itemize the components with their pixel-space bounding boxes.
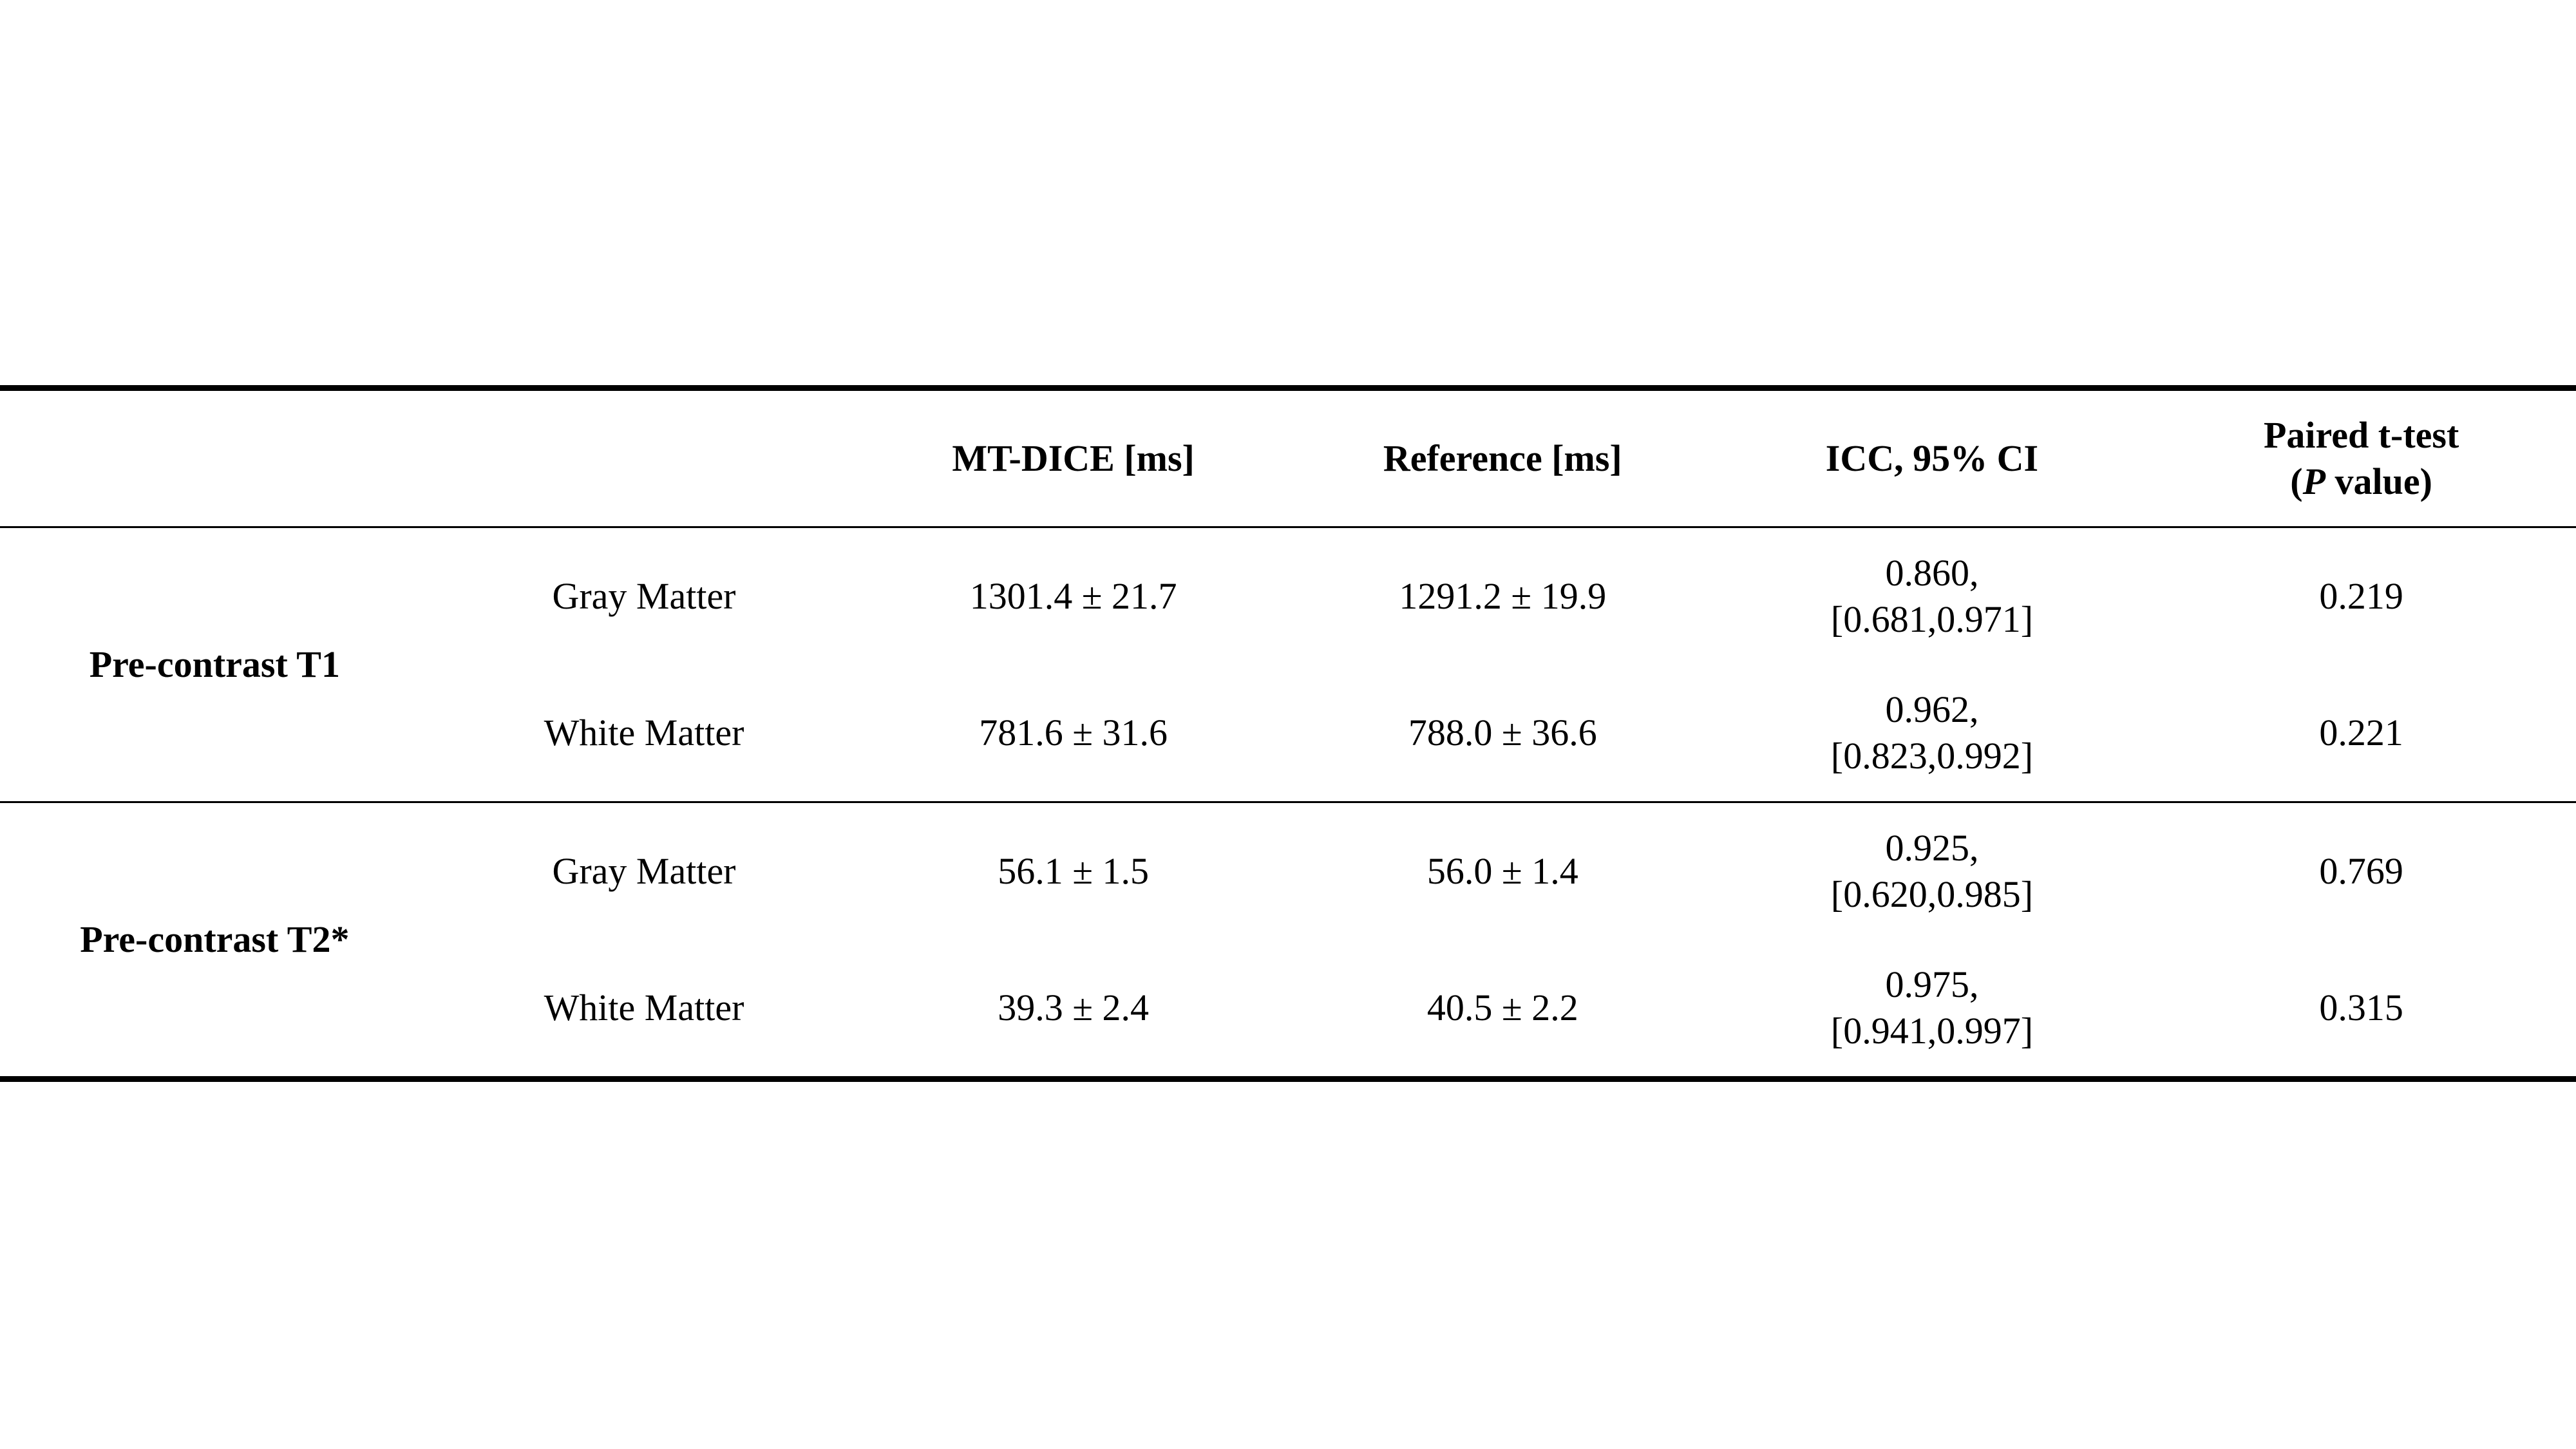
header-mt-dice: MT-DICE [ms] (952, 437, 1195, 479)
header-paired-open: ( (2290, 460, 2303, 502)
header-paired-p-italic: P (2302, 460, 2326, 502)
icc-cell: 0.962, [0.823,0.992] (1718, 665, 2147, 802)
tissue-cell: White Matter (544, 711, 744, 753)
group-label-t2star: Pre-contrast T2* (80, 918, 350, 960)
header-paired-line2: (P value) (2153, 459, 2570, 506)
tissue-cell: Gray Matter (552, 849, 736, 892)
table-row: Pre-contrast T1 Gray Matter 1301.4 ± 21.… (0, 527, 2576, 685)
icc-cell: 0.925, [0.620,0.985] (1718, 802, 2147, 940)
header-paired-rest: value) (2325, 460, 2432, 502)
header-empty-tissue (430, 388, 859, 527)
reference-cell: 40.5 ± 2.2 (1426, 986, 1578, 1028)
p-value-cell: 0.769 (2319, 849, 2403, 892)
header-reference: Reference [ms] (1383, 437, 1622, 479)
icc-value: 0.962, (1885, 688, 1979, 730)
group-label-t1: Pre-contrast T1 (89, 643, 340, 685)
table-row: Pre-contrast T2* Gray Matter 56.1 ± 1.5 … (0, 802, 2576, 960)
group-precontrast-t2star: Pre-contrast T2* Gray Matter 56.1 ± 1.5 … (0, 802, 2576, 1079)
header-paired-line1: Paired t-test (2263, 413, 2459, 456)
icc-value: 0.975, (1885, 963, 1979, 1005)
tissue-cell: White Matter (544, 986, 744, 1028)
icc-value: 0.925, (1885, 826, 1979, 869)
icc-ci: [0.620,0.985] (1830, 873, 2034, 915)
table-row: White Matter 39.3 ± 2.4 40.5 ± 2.2 0.975… (0, 940, 2576, 1079)
mt-dice-cell: 39.3 ± 2.4 (998, 986, 1150, 1028)
header-empty-group (0, 388, 430, 527)
table-row: White Matter 781.6 ± 31.6 788.0 ± 36.6 0… (0, 665, 2576, 802)
results-table: MT-DICE [ms] Reference [ms] ICC, 95% CI … (0, 385, 2576, 1082)
p-value-cell: 0.219 (2319, 574, 2403, 617)
header-icc: ICC, 95% CI (1825, 437, 2039, 479)
header-row: MT-DICE [ms] Reference [ms] ICC, 95% CI … (0, 388, 2576, 527)
mt-dice-cell: 56.1 ± 1.5 (998, 849, 1150, 892)
p-value-cell: 0.315 (2319, 986, 2403, 1028)
icc-cell: 0.975, [0.941,0.997] (1718, 940, 2147, 1079)
mt-dice-cell: 781.6 ± 31.6 (979, 711, 1168, 753)
p-value-cell: 0.221 (2319, 711, 2403, 753)
reference-cell: 788.0 ± 36.6 (1408, 711, 1597, 753)
icc-ci: [0.941,0.997] (1830, 1010, 2034, 1052)
icc-ci: [0.823,0.992] (1830, 735, 2034, 777)
icc-ci: [0.681,0.971] (1830, 598, 2034, 640)
icc-cell: 0.860, [0.681,0.971] (1718, 527, 2147, 665)
mt-dice-cell: 1301.4 ± 21.7 (969, 574, 1177, 617)
tissue-cell: Gray Matter (552, 574, 736, 617)
table-header: MT-DICE [ms] Reference [ms] ICC, 95% CI … (0, 388, 2576, 527)
reference-cell: 1291.2 ± 19.9 (1399, 574, 1607, 617)
group-precontrast-t1: Pre-contrast T1 Gray Matter 1301.4 ± 21.… (0, 527, 2576, 802)
reference-cell: 56.0 ± 1.4 (1426, 849, 1578, 892)
icc-value: 0.860, (1885, 551, 1979, 594)
header-paired-t-test: Paired t-test (P value) (2146, 388, 2576, 527)
